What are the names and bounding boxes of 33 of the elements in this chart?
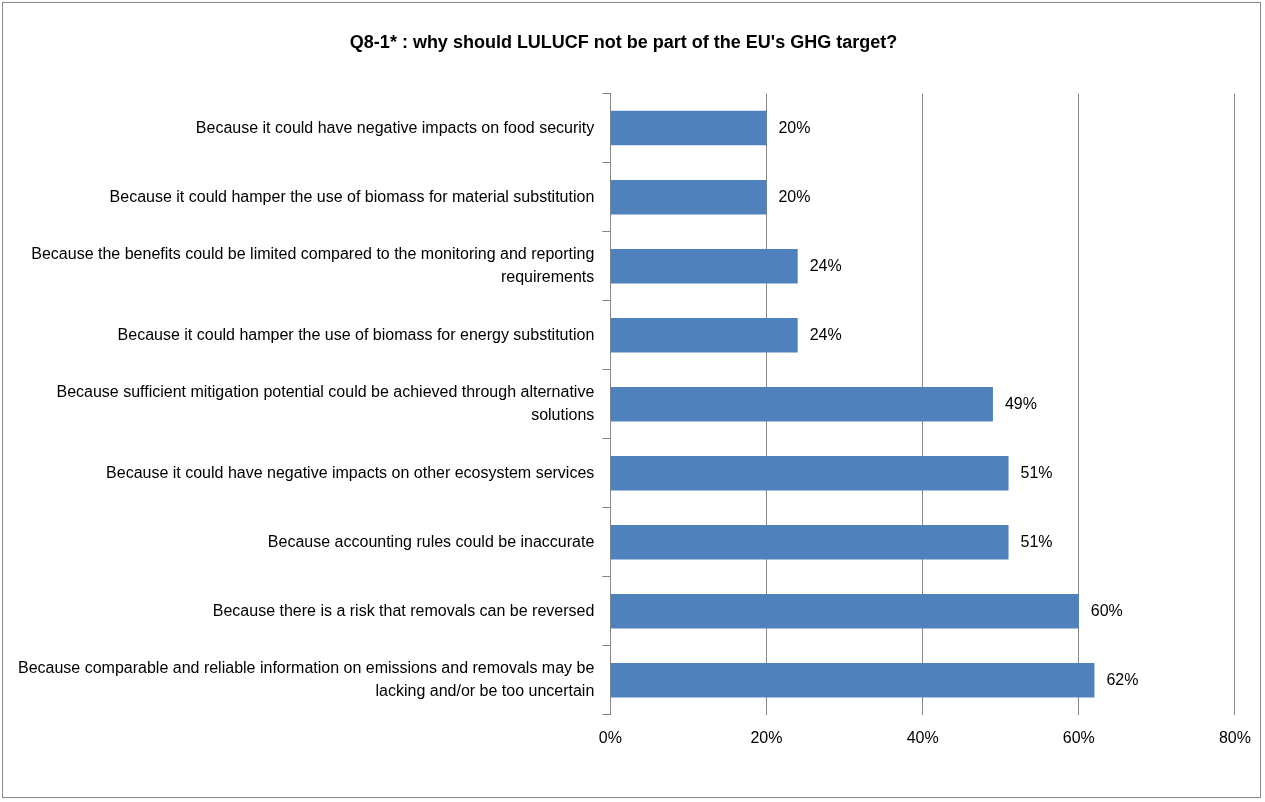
bar [610,386,993,422]
data-label: 49% [1004,394,1037,412]
y-tick-label: Because accounting rules could be inaccurate [267,532,595,550]
y-tick-label: Because it could hamper the use of biomass for energy substitution [117,325,595,343]
data-label: 20% [778,118,811,136]
x-tick-label: 60% [1062,728,1095,746]
data-label: 51% [1020,532,1053,550]
data-label: 24% [809,325,842,343]
bar [610,594,1079,629]
data-label: 51% [1020,463,1053,481]
chart-title: Q8-1* : why should LULUCF not be part of the EU's GHG target? [349,31,898,52]
data-label: 60% [1090,601,1123,619]
x-tick-label: 0% [598,728,622,746]
data-label: 24% [809,256,842,274]
y-tick-label: Because sufficient mitigation potential could be achieved through alternative solutions [56,383,595,423]
data-label: 62% [1106,670,1139,688]
y-tick-label: Because it could have negative impacts on other ecosystem services [106,463,595,481]
y-tick-label: Because it could have negative impacts on food security [195,118,595,136]
bar [610,455,1009,491]
y-tick-label: Because comparable and reliable information on emissions and removals may be lacking and/or be too uncertain [17,659,595,699]
x-tick-label: 20% [750,728,783,746]
bar [610,248,798,284]
bar [610,110,767,146]
data-label: 20% [778,187,811,205]
x-tick-label: 80% [1218,728,1251,746]
y-tick-label: Because there is a risk that removals can be reversed [212,601,595,619]
y-tick-label: Because the benefits could be limited compared to the monitoring and reporting requirements [31,245,595,285]
bar [610,317,798,353]
y-tick-label: Because it could hamper the use of biomass for material substitution [109,187,595,205]
bar [610,663,1095,698]
bar [610,179,767,215]
x-tick-label: 40% [906,728,939,746]
bar [610,524,1009,560]
